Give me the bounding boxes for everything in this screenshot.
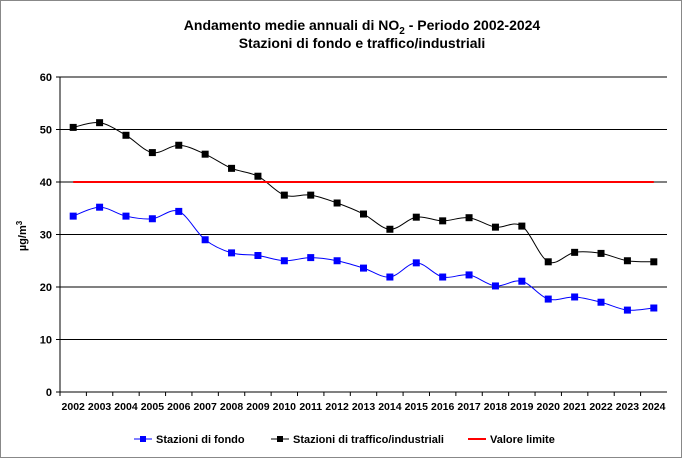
data-point <box>228 249 236 257</box>
x-tick-label: 2020 <box>537 401 561 413</box>
x-tick-label: 2012 <box>325 401 349 413</box>
data-point <box>69 123 77 131</box>
data-point <box>307 191 315 199</box>
data-point <box>386 273 394 281</box>
y-tick-label: 50 <box>40 125 52 137</box>
data-point <box>465 271 473 279</box>
x-tick-label: 2014 <box>378 401 402 413</box>
data-point <box>122 131 130 139</box>
data-point <box>69 212 77 220</box>
x-tick-label: 2021 <box>563 401 587 413</box>
x-tick-label: 2006 <box>167 401 191 413</box>
data-point <box>307 254 315 262</box>
data-point <box>254 252 262 259</box>
x-tick-label: 2010 <box>273 401 297 413</box>
x-tick-label: 2013 <box>352 401 376 413</box>
data-point <box>597 249 605 257</box>
data-point <box>122 212 130 220</box>
y-tick-label: 10 <box>40 335 52 347</box>
x-tick-label: 2011 <box>299 401 322 413</box>
data-point <box>228 164 236 172</box>
data-point <box>360 264 367 272</box>
data-point <box>148 215 156 223</box>
x-tick-label: 2024 <box>642 401 666 413</box>
y-tick-label: 30 <box>40 230 52 242</box>
x-tick-label: 2007 <box>193 401 217 413</box>
data-point <box>597 298 605 306</box>
x-tick-label: 2015 <box>405 401 429 413</box>
x-tick-label: 2004 <box>114 401 138 413</box>
x-tick-label: 2005 <box>141 401 165 413</box>
x-tick-label: 2019 <box>510 401 534 413</box>
data-point <box>360 210 367 218</box>
data-point <box>254 172 262 180</box>
data-point <box>439 273 447 281</box>
x-tick-label: 2022 <box>589 401 613 413</box>
x-tick-label: 2009 <box>246 401 270 413</box>
x-tick-label: 2017 <box>457 401 481 413</box>
data-point <box>571 293 579 301</box>
data-point <box>96 203 104 211</box>
data-point <box>148 149 156 157</box>
data-point <box>386 225 394 233</box>
x-tick-label: 2003 <box>88 401 112 413</box>
data-point <box>175 141 183 149</box>
legend-label: Stazioni di fondo <box>156 434 245 446</box>
data-point <box>544 295 552 303</box>
data-point <box>571 248 579 256</box>
data-point <box>650 304 658 312</box>
y-tick-label: 0 <box>46 387 52 399</box>
data-point <box>333 257 341 265</box>
data-point <box>96 119 104 127</box>
legend-label: Valore limite <box>490 434 555 446</box>
data-point <box>412 213 420 221</box>
x-tick-label: 2016 <box>431 401 455 413</box>
data-point <box>412 259 420 267</box>
data-point <box>333 199 341 207</box>
data-point <box>465 214 473 222</box>
data-point <box>280 191 288 199</box>
data-point <box>623 306 631 314</box>
x-tick-label: 2002 <box>62 401 86 413</box>
legend-marker <box>140 436 146 442</box>
data-point <box>518 222 526 230</box>
data-point <box>544 258 552 266</box>
x-tick-label: 2023 <box>616 401 640 413</box>
data-point <box>280 257 288 265</box>
y-axis-label: µg/m3 <box>15 220 29 251</box>
x-tick-label: 2018 <box>484 401 508 413</box>
data-point <box>491 282 499 290</box>
data-point <box>491 223 499 231</box>
x-tick-label: 2008 <box>220 401 244 413</box>
data-point <box>518 277 526 285</box>
legend-marker <box>277 436 283 442</box>
data-point <box>439 217 447 225</box>
legend-label: Stazioni di traffico/industriali <box>293 434 444 446</box>
data-point <box>175 207 183 215</box>
data-point <box>201 236 209 244</box>
data-point <box>201 150 209 158</box>
y-tick-label: 20 <box>40 282 52 294</box>
data-point <box>623 257 631 265</box>
y-tick-label: 40 <box>40 177 52 189</box>
y-tick-label: 60 <box>40 72 52 84</box>
chart-title-line1: Andamento medie annuali di NO2 - Periodo… <box>184 17 541 37</box>
data-point <box>650 258 658 266</box>
chart-title-line2: Stazioni di fondo e traffico/industriali <box>239 35 486 51</box>
